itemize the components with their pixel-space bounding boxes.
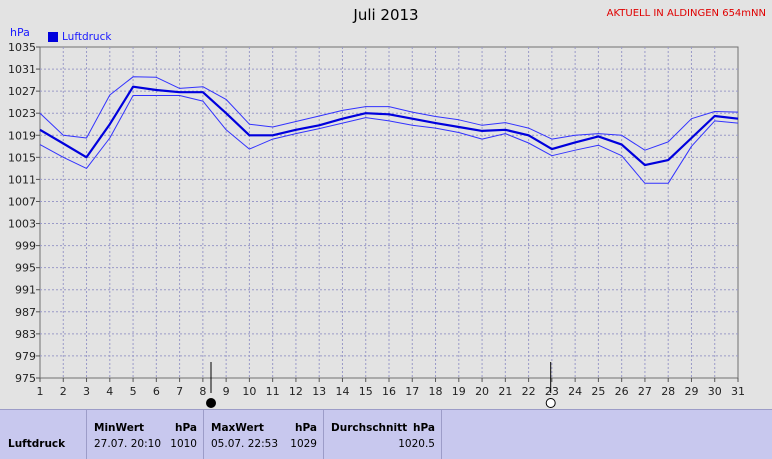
y-tick-labels: 975 979 983 987 991 995 999 1003 1007 1011 1015 101… [8, 41, 36, 385]
x-tick-label-12: 12 [289, 385, 303, 398]
y-tick-label-999: 999 [15, 240, 36, 253]
x-tick-label-18: 18 [429, 385, 443, 398]
y-tick-label-1011: 1011 [8, 173, 36, 186]
y-tick-label-1023: 1023 [8, 107, 36, 120]
x-tick-label-4: 4 [106, 385, 113, 398]
legend: Luftdruck [48, 31, 111, 43]
chart-title: Juli 2013 [353, 6, 419, 24]
axis-ticks [36, 46, 739, 382]
y-tick-label-995: 995 [15, 262, 36, 275]
max-datetime: 05.07. 22:53 [211, 438, 278, 450]
x-tick-label-15: 15 [359, 385, 373, 398]
x-tick-label-9: 9 [223, 385, 230, 398]
x-tick-label-23: 23 [545, 385, 559, 398]
x-tick-label-14: 14 [335, 385, 349, 398]
min-datetime: 27.07. 20:10 [94, 438, 161, 450]
y-tick-label-979: 979 [15, 350, 36, 363]
series-line-max [39, 76, 739, 151]
x-tick-label-17: 17 [405, 385, 419, 398]
y-tick-label-1015: 1015 [8, 151, 36, 164]
min-unit: hPa [175, 422, 197, 434]
y-tick-label-983: 983 [15, 328, 36, 341]
x-tick-label-1: 1 [37, 385, 44, 398]
y-tick-label-1031: 1031 [8, 63, 36, 76]
x-tick-label-28: 28 [661, 385, 675, 398]
y-axis-unit: hPa [10, 26, 30, 39]
avg-value: 1020.5 [398, 438, 435, 450]
y-tick-label-1003: 1003 [8, 218, 36, 231]
legend-swatch-luftdruck [48, 32, 58, 42]
max-header: MaxWert [211, 422, 264, 434]
x-tick-label-5: 5 [130, 385, 137, 398]
min-header: MinWert [94, 422, 145, 434]
series-line-min [39, 95, 739, 184]
stats-label-cell: Luftdruck [0, 410, 87, 459]
legend-label-luftdruck: Luftdruck [62, 31, 112, 43]
y-tick-label-991: 991 [15, 284, 36, 297]
y-tick-label-1027: 1027 [8, 85, 36, 98]
y-tick-label-987: 987 [15, 306, 36, 319]
x-tick-label-8: 8 [199, 385, 206, 398]
avg-unit: hPa [413, 422, 435, 434]
x-tick-label-30: 30 [708, 385, 722, 398]
y-tick-label-1019: 1019 [8, 129, 36, 142]
min-value: 1010 [170, 438, 197, 450]
x-tick-label-21: 21 [498, 385, 512, 398]
stats-min-cell: MinWert hPa 27.07. 20:10 1010 [87, 410, 204, 459]
station-notice: AKTUELL IN ALDINGEN 654mNN [606, 8, 766, 19]
x-tick-label-19: 19 [452, 385, 466, 398]
y-tick-label-1007: 1007 [8, 195, 36, 208]
stats-row-label: Luftdruck [8, 438, 66, 450]
series-lines [39, 76, 739, 184]
x-tick-label-6: 6 [153, 385, 160, 398]
x-tick-label-31: 31 [731, 385, 745, 398]
grid-lines [40, 47, 738, 378]
moon-markers [206, 362, 556, 408]
y-tick-label-1035: 1035 [8, 41, 36, 54]
x-tick-label-20: 20 [475, 385, 489, 398]
x-tick-label-13: 13 [312, 385, 326, 398]
pressure-chart: 9759799839879919959991003100710111015101… [8, 41, 746, 408]
x-tick-label-27: 27 [638, 385, 652, 398]
avg-header: Durchschnitt [331, 422, 408, 434]
x-tick-label-2: 2 [60, 385, 67, 398]
x-tick-label-22: 22 [522, 385, 536, 398]
x-tick-label-3: 3 [83, 385, 90, 398]
max-unit: hPa [295, 422, 317, 434]
x-tick-label-10: 10 [242, 385, 256, 398]
new-moon-icon [206, 398, 217, 408]
stats-panel: Luftdruck MinWert hPa 27.07. 20:10 1010 … [0, 409, 772, 459]
x-tick-label-24: 24 [568, 385, 582, 398]
stats-avg-cell: Durchschnitt hPa 1020.5 [324, 410, 442, 459]
x-tick-label-25: 25 [591, 385, 605, 398]
y-tick-label-975: 975 [15, 372, 36, 385]
x-tick-label-11: 11 [266, 385, 280, 398]
x-tick-labels: 1 2 3 4 5 6 7 8 9 10 11 12 13 14 15 16 17 18 19 20 21 22 23 24 2… [37, 385, 746, 398]
x-tick-label-26: 26 [615, 385, 629, 398]
full-moon-icon [545, 398, 556, 408]
x-tick-label-29: 29 [684, 385, 698, 398]
x-tick-label-7: 7 [176, 385, 183, 398]
max-value: 1029 [290, 438, 317, 450]
x-tick-label-16: 16 [382, 385, 396, 398]
series-line-mean [39, 85, 739, 167]
stats-max-cell: MaxWert hPa 05.07. 22:53 1029 [204, 410, 324, 459]
